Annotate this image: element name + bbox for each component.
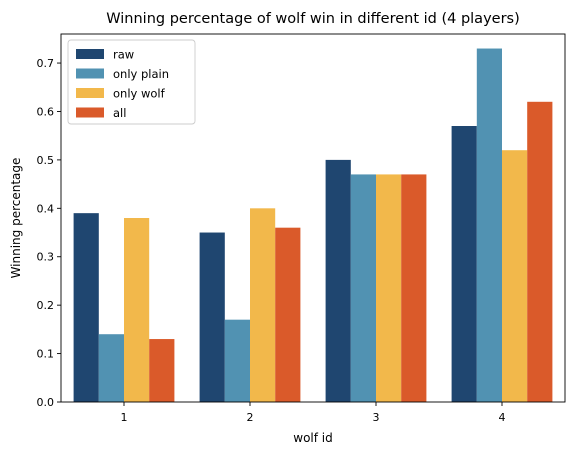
bar-only-plain-3 (350, 174, 376, 402)
y-axis-label: Winning percentage (9, 158, 23, 279)
legend: raw only plain only wolf all (67, 39, 196, 125)
bar-only-wolf-4 (502, 150, 528, 402)
legend-swatch-only-wolf (76, 88, 104, 98)
bar-all-4 (527, 101, 553, 402)
legend-swatch-only-plain (76, 68, 104, 79)
chart-title: Winning percentage of wolf win in differ… (106, 11, 520, 27)
bar-all-2 (275, 227, 301, 402)
bar-raw-3 (325, 159, 351, 402)
y-tick-label: 0.4 (37, 202, 55, 215)
y-tick-label: 0.2 (37, 299, 55, 312)
legend-swatch-all (76, 107, 104, 118)
bar-all-3 (401, 174, 427, 402)
legend-swatch-raw (76, 49, 104, 59)
bar-all-1 (149, 339, 175, 402)
bar-raw-4 (451, 126, 477, 402)
bar-only-plain-4 (476, 48, 502, 402)
legend-label-only-wolf: only wolf (113, 87, 166, 101)
bars-group (73, 48, 553, 402)
x-tick-label: 1 (121, 411, 128, 424)
x-tick-label: 4 (499, 411, 506, 424)
bar-raw-2 (199, 232, 225, 402)
y-axis: 0.0 0.1 0.2 0.3 0.4 0.5 0.6 0.7 (37, 57, 61, 409)
bar-only-plain-1 (98, 334, 124, 402)
x-axis-label: wolf id (293, 431, 332, 445)
legend-label-all: all (113, 106, 126, 120)
x-tick-label: 3 (373, 411, 380, 424)
x-tick-label: 2 (247, 411, 254, 424)
legend-label-raw: raw (113, 48, 134, 62)
bar-only-plain-2 (224, 319, 250, 402)
bar-raw-1 (73, 213, 99, 402)
y-tick-label: 0.3 (37, 251, 55, 264)
bar-only-wolf-3 (376, 174, 402, 402)
bar-only-wolf-1 (124, 218, 150, 402)
legend-label-only-plain: only plain (113, 67, 169, 81)
bar-only-wolf-2 (250, 208, 276, 402)
y-tick-label: 0.5 (37, 154, 55, 167)
plot-frame (60, 33, 566, 403)
y-tick-label: 0.6 (37, 105, 55, 118)
y-tick-label: 0.7 (37, 57, 55, 70)
legend-box (67, 39, 196, 125)
y-tick-label: 0.1 (37, 348, 55, 361)
x-axis: 1 2 3 4 (121, 402, 506, 424)
y-tick-label: 0.0 (37, 396, 55, 409)
